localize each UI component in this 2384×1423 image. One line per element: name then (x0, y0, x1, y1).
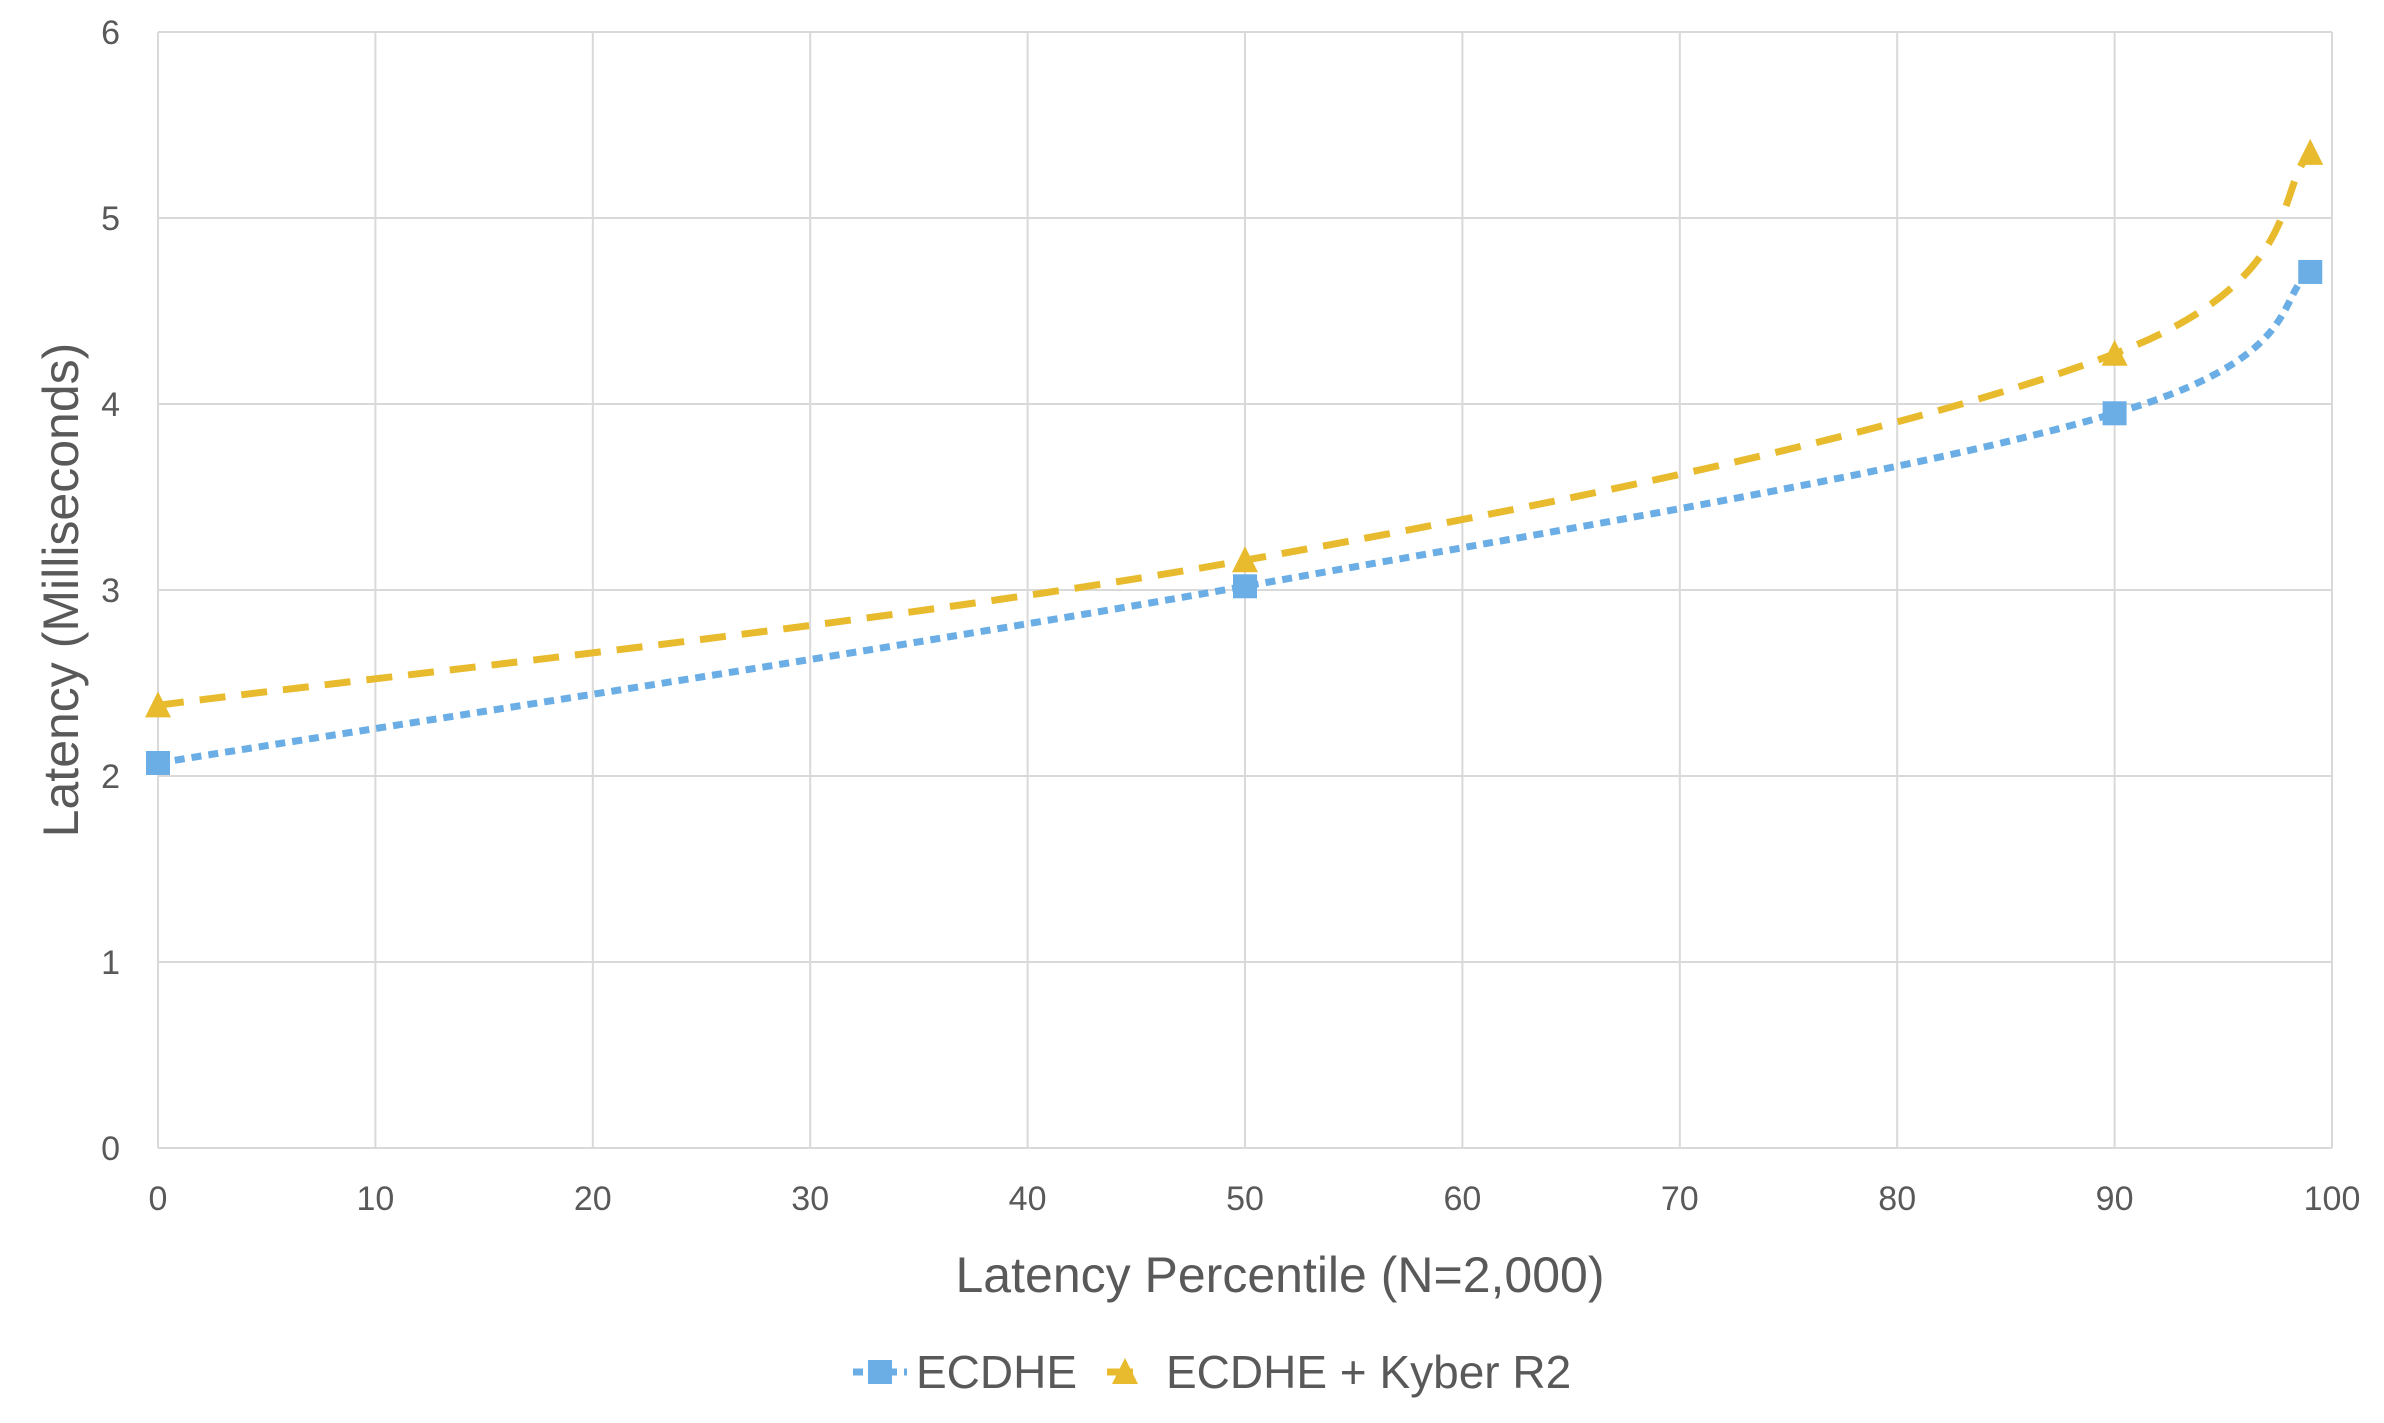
y-tick-label: 3 (101, 572, 120, 610)
data-point-square (2102, 401, 2127, 426)
series-lines (157, 150, 2313, 767)
x-tick-label: 90 (2096, 1180, 2134, 1218)
data-point-triangle (2101, 339, 2128, 366)
data-point-triangle (2297, 138, 2324, 165)
y-tick-label: 4 (101, 386, 120, 424)
x-axis-title: Latency Percentile (N=2,000) (956, 1247, 1605, 1303)
legend-label-1: ECDHE (916, 1346, 1077, 1398)
series-markers (145, 138, 2324, 775)
y-tick-label: 0 (101, 1130, 120, 1168)
y-axis-title: Latency (Milliseconds) (33, 343, 89, 838)
x-tick-label: 100 (2304, 1180, 2361, 1218)
x-tick-label: 50 (1226, 1180, 1264, 1218)
y-tick-label: 5 (101, 200, 120, 238)
series-line-1 (157, 269, 2313, 767)
legend-label-2: ECDHE + Kyber R2 (1166, 1346, 1571, 1398)
tick-labels: 0 10 20 30 40 50 60 70 80 90 100 0 1 2 3 4 5 6 (101, 14, 2360, 1218)
legend-marker-1 (868, 1360, 892, 1384)
x-tick-label: 0 (149, 1180, 168, 1218)
series-line-2 (157, 150, 2313, 709)
data-point-square (146, 750, 170, 775)
x-tick-label: 60 (1443, 1180, 1481, 1218)
legend-marker-2 (1112, 1358, 1138, 1384)
y-tick-label: 2 (101, 758, 120, 796)
data-point-triangle (145, 691, 171, 718)
x-tick-label: 40 (1009, 1180, 1047, 1218)
x-tick-label: 30 (791, 1180, 829, 1218)
y-tick-label: 1 (101, 944, 120, 982)
y-tick-label: 6 (101, 14, 120, 52)
data-point-square (2298, 259, 2323, 284)
x-tick-label: 10 (356, 1180, 394, 1218)
data-point-square (1233, 574, 1257, 599)
x-tick-label: 20 (574, 1180, 612, 1218)
x-tick-label: 80 (1878, 1180, 1916, 1218)
legend: ECDHE ECDHE + Kyber R2 (853, 1346, 1571, 1398)
data-point-triangle (1232, 546, 1258, 573)
x-tick-label: 70 (1661, 1180, 1699, 1218)
